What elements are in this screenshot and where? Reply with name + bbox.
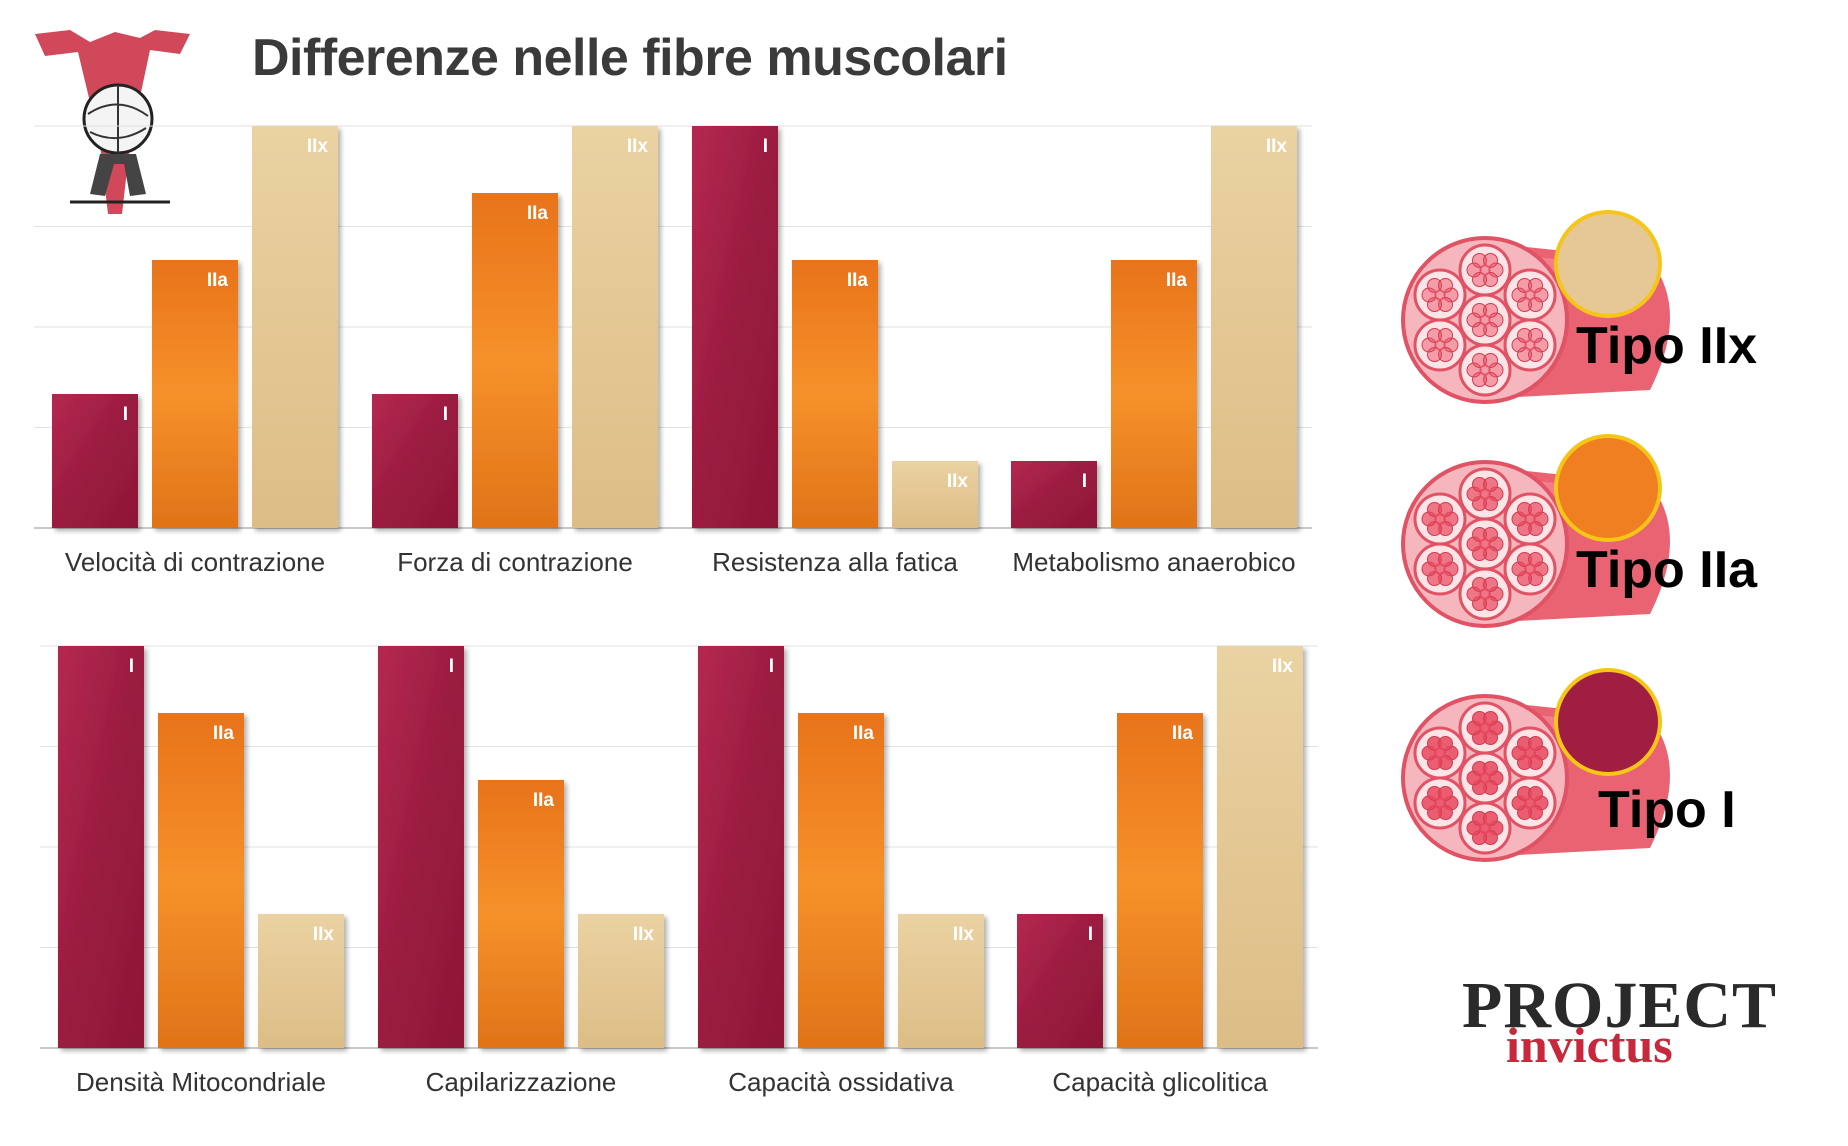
bar-label-i: I bbox=[449, 656, 454, 677]
legend-item-tipo-iix: Tipo IIx bbox=[1380, 200, 1840, 420]
chart-panel-1: I IIa IIx Velocità di contrazione bbox=[52, 126, 338, 577]
bar-iix bbox=[898, 914, 984, 1048]
bar-i bbox=[372, 394, 458, 528]
bar-iia bbox=[798, 713, 884, 1048]
logo-text-project: PROJECT bbox=[1462, 969, 1778, 1042]
grid-lines bbox=[40, 645, 1318, 1049]
legend-item-tipo-iia: Tipo IIa bbox=[1380, 424, 1840, 644]
muscle-fiber-icon bbox=[1401, 236, 1670, 404]
bar-label-iia: IIa bbox=[527, 203, 549, 224]
page-title: Differenze nelle fibre muscolari bbox=[252, 29, 1008, 87]
bar-label-iix: IIx bbox=[947, 471, 969, 492]
bar-label-i: I bbox=[763, 136, 768, 157]
bar-iix bbox=[572, 126, 658, 528]
chart-panel-6: I IIa IIx Capilarizzazione bbox=[378, 646, 664, 1097]
chart-xlabel: Capacità ossidativa bbox=[728, 1067, 954, 1097]
legend-item-tipo-i: Tipo I bbox=[1380, 658, 1840, 878]
bar-i bbox=[698, 646, 784, 1048]
bar-label-iix: IIx bbox=[633, 924, 655, 945]
legend-swatch-tipo-i bbox=[1554, 668, 1662, 776]
bar-i bbox=[1011, 461, 1097, 528]
chart-xlabel: Capilarizzazione bbox=[426, 1067, 617, 1097]
muscle-fiber-icon bbox=[1401, 694, 1670, 862]
bar-label-i: I bbox=[443, 404, 448, 425]
legend-swatch-tipo-iia bbox=[1554, 434, 1662, 542]
bar-label-iix: IIx bbox=[313, 924, 335, 945]
chart-xlabel: Capacità glicolitica bbox=[1052, 1067, 1268, 1097]
chart-xlabel: Metabolismo anaerobico bbox=[1012, 547, 1295, 577]
bar-label-iia: IIa bbox=[853, 723, 875, 744]
bar-i bbox=[692, 126, 778, 528]
bar-label-iix: IIx bbox=[1266, 136, 1288, 157]
legend-swatch-tipo-iix bbox=[1554, 210, 1662, 318]
bar-i bbox=[52, 394, 138, 528]
bar-iix bbox=[892, 461, 978, 528]
bar-iix bbox=[1211, 126, 1297, 528]
chart-xlabel: Densità Mitocondriale bbox=[76, 1067, 326, 1097]
chart-xlabel: Velocità di contrazione bbox=[65, 547, 325, 577]
chart-panel-7: I IIa IIx Capacità ossidativa bbox=[698, 646, 984, 1097]
bar-iix bbox=[258, 914, 344, 1048]
bar-label-iix: IIx bbox=[1272, 656, 1294, 677]
legend-label-tipo-i: Tipo I bbox=[1598, 781, 1736, 839]
bar-label-iix: IIx bbox=[627, 136, 649, 157]
chart-panel-8: I IIa IIx Capacità glicolitica bbox=[1017, 646, 1303, 1097]
bar-label-iia: IIa bbox=[207, 270, 229, 291]
bar-label-i: I bbox=[1082, 471, 1087, 492]
legend: Tipo IIx Tipo IIa Tipo I bbox=[1380, 200, 1840, 920]
bar-iia bbox=[472, 193, 558, 528]
chart-xlabel: Resistenza alla fatica bbox=[712, 547, 958, 577]
bar-i bbox=[378, 646, 464, 1048]
bar-label-iia: IIa bbox=[533, 790, 555, 811]
bar-i bbox=[58, 646, 144, 1048]
bar-iia bbox=[1117, 713, 1203, 1048]
chart-xlabel: Forza di contrazione bbox=[397, 547, 633, 577]
bar-iix bbox=[1217, 646, 1303, 1048]
bar-i bbox=[1017, 914, 1103, 1048]
bar-iia bbox=[792, 260, 878, 528]
bar-iia bbox=[1111, 260, 1197, 528]
chart-panel-2: I IIa IIx Forza di contrazione bbox=[372, 126, 658, 577]
bar-label-iia: IIa bbox=[213, 723, 235, 744]
chart-panel-4: I IIa IIx Metabolismo anaerobico bbox=[1011, 126, 1297, 577]
bar-iix bbox=[578, 914, 664, 1048]
bar-label-i: I bbox=[123, 404, 128, 425]
bar-label-i: I bbox=[1088, 924, 1093, 945]
bar-label-iia: IIa bbox=[1166, 270, 1188, 291]
logo-emblem-icon bbox=[35, 30, 190, 214]
bar-iia bbox=[158, 713, 244, 1048]
legend-label-tipo-iia: Tipo IIa bbox=[1576, 541, 1758, 599]
logo-text-invictus: invictus bbox=[1506, 1017, 1673, 1073]
chart-panel-3: I IIa IIx Resistenza alla fatica bbox=[692, 126, 978, 577]
bar-label-i: I bbox=[129, 656, 134, 677]
bar-iia bbox=[478, 780, 564, 1048]
bar-iia bbox=[152, 260, 238, 528]
bar-label-iix: IIx bbox=[953, 924, 975, 945]
bar-label-i: I bbox=[769, 656, 774, 677]
legend-label-tipo-iix: Tipo IIx bbox=[1576, 317, 1758, 375]
bar-label-iix: IIx bbox=[307, 136, 329, 157]
bar-label-iia: IIa bbox=[847, 270, 869, 291]
muscle-fiber-icon bbox=[1401, 460, 1670, 628]
chart-area: I IIa IIx Velocità di contrazione I IIa IIx For… bbox=[34, 125, 1318, 1097]
chart-panel-5: I IIa IIx Densità Mitocondriale bbox=[58, 646, 344, 1097]
bar-label-iia: IIa bbox=[1172, 723, 1194, 744]
bar-iix bbox=[252, 126, 338, 528]
grid-lines bbox=[34, 125, 1312, 529]
